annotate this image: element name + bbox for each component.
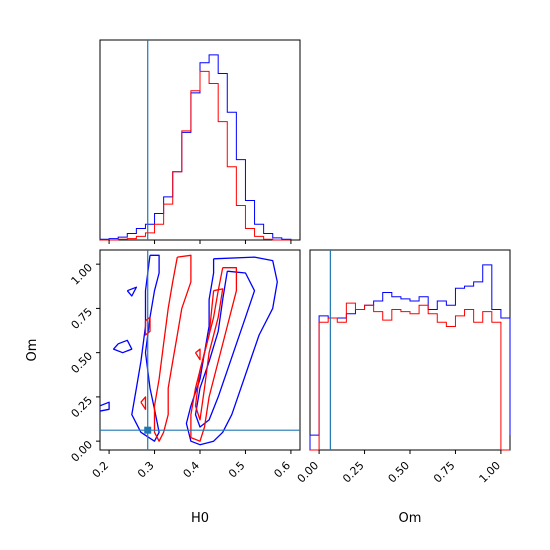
om-histogram-red <box>310 302 510 451</box>
h0-tick-label: 0.4 <box>181 459 203 481</box>
h0-histogram-panel <box>99 39 301 244</box>
om-bottom-tick-label: 0.75 <box>431 459 458 486</box>
om-axis-label-bottom: Om <box>399 511 422 526</box>
contour-line-blue <box>112 339 133 354</box>
contours-blue <box>100 254 278 446</box>
h0-tick-label: 0.6 <box>271 459 293 481</box>
h0-histogram-red <box>100 70 291 241</box>
om-histogram-blue <box>309 264 511 450</box>
h0-hist-blue-line <box>99 54 292 240</box>
h0-tick-label: 0.5 <box>226 459 248 481</box>
om-histogram-frame <box>309 249 511 451</box>
contour-line-blue <box>131 254 160 442</box>
contour-line-red <box>140 396 147 410</box>
h0-histogram-blue <box>99 54 292 240</box>
h0-x-ticks: 0.2 0.3 0.4 0.5 0.6 <box>90 450 293 480</box>
h0-om-contour-panel: 0.2 0.3 0.4 0.5 0.6 0.000.250.500.751.00 H0 … <box>25 249 301 526</box>
h0-hist-red-line <box>100 70 291 241</box>
om-tick-label: 0.50 <box>69 350 96 377</box>
contour-line-blue <box>100 401 110 412</box>
om-bottom-tick-label: 0.50 <box>386 459 413 486</box>
om-bottom-tick-label: 1.00 <box>477 459 504 486</box>
om-tick-label: 1.00 <box>69 261 96 288</box>
om-bottom-tick-label: 0.25 <box>340 459 367 486</box>
contour-line-blue <box>194 270 256 428</box>
h0-tick-label: 0.2 <box>90 459 112 481</box>
om-bottom-tick-label: 0.00 <box>295 459 322 486</box>
om-hist-red-line <box>310 302 510 451</box>
contours-red <box>140 254 238 442</box>
contour-line-blue <box>185 256 278 446</box>
truth-marker <box>144 426 152 434</box>
h0-histogram-ticks <box>108 240 292 244</box>
contour-line-red <box>194 348 201 361</box>
om-axis-label-left: Om <box>25 339 40 362</box>
om-tick-label: 0.00 <box>69 438 96 465</box>
om-histogram-panel: 0.00 0.25 0.50 0.75 1.00 Om <box>295 249 511 526</box>
h0-axis-label: H0 <box>191 511 209 526</box>
h0-tick-label: 0.3 <box>135 459 157 481</box>
om-x-ticks: 0.00 0.25 0.50 0.75 1.00 <box>295 450 503 485</box>
contour-line-red <box>153 254 192 442</box>
contour-line-red <box>190 267 238 442</box>
contour-line-red <box>144 316 151 336</box>
om-tick-label: 0.25 <box>69 394 96 421</box>
contour-line-blue <box>126 286 138 297</box>
om-y-ticks: 0.00 0.25 0.50 0.75 1.00 <box>69 261 100 465</box>
om-tick-label: 0.75 <box>69 305 96 332</box>
contour-line-red <box>194 288 224 421</box>
om-hist-blue-line <box>309 264 511 450</box>
